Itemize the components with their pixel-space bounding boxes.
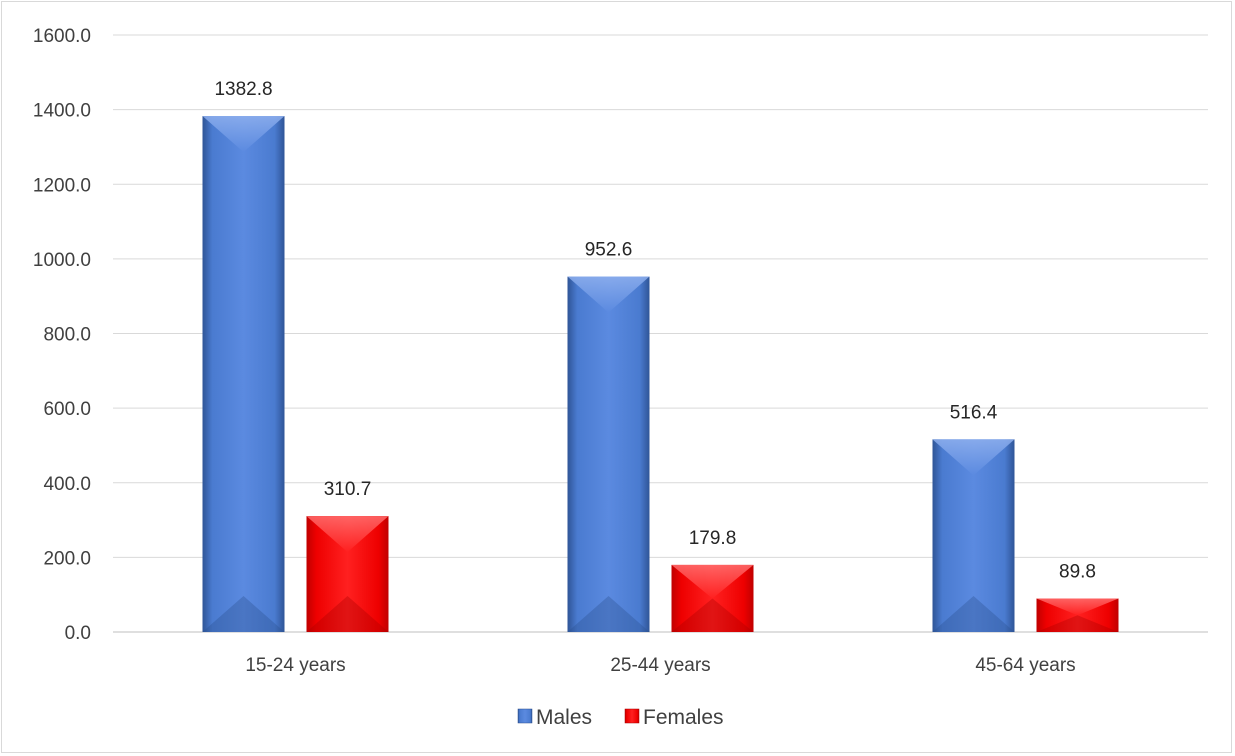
data-label: 179.8 xyxy=(689,528,737,549)
bar-bevel-top xyxy=(567,276,650,313)
bar-males-2 xyxy=(567,276,650,632)
bar-males-1 xyxy=(202,116,285,633)
bar-males-3 xyxy=(932,439,1015,632)
y-tick-label: 200.0 xyxy=(43,548,91,569)
x-tick-label: 25-44 years xyxy=(610,655,710,676)
data-label: 1382.8 xyxy=(214,79,272,100)
bar-body xyxy=(567,276,650,632)
bar-bevel-top xyxy=(1036,598,1119,616)
data-label: 952.6 xyxy=(585,240,633,261)
legend-label: Females xyxy=(643,706,724,729)
bar-body xyxy=(202,116,285,633)
data-label: 89.8 xyxy=(1059,561,1096,582)
bar-females-3 xyxy=(1036,598,1119,632)
y-tick-label: 1600.0 xyxy=(33,26,91,47)
legend: Males Females xyxy=(517,706,724,729)
bar-bevel-bottom xyxy=(202,596,285,632)
legend-swatch xyxy=(517,708,533,724)
y-tick-label: 1400.0 xyxy=(33,101,91,122)
y-axis: 0.0 200.0 400.0 600.0 800.0 1000.0 1200.0 1400.… xyxy=(33,26,91,644)
y-tick-label: 400.0 xyxy=(43,474,91,495)
y-tick-label: 800.0 xyxy=(43,325,91,346)
y-tick-label: 1200.0 xyxy=(33,175,91,196)
legend-label: Males xyxy=(536,706,592,729)
x-axis: 15-24 years 25-44 years 45-64 years xyxy=(245,655,1075,676)
bar-bevel-bottom xyxy=(567,596,650,632)
bar-bevel-top xyxy=(932,439,1015,476)
bar-females-1 xyxy=(306,516,389,632)
legend-swatch xyxy=(624,708,640,724)
data-label: 310.7 xyxy=(324,479,372,500)
y-tick-label: 0.0 xyxy=(65,623,91,644)
data-labels: 1382.8 310.7 952.6 179.8 516.4 89.8 xyxy=(214,79,1096,582)
bar-females-2 xyxy=(671,564,754,632)
bars xyxy=(202,116,1119,633)
data-label: 516.4 xyxy=(950,402,998,423)
y-tick-label: 600.0 xyxy=(43,399,91,420)
x-tick-label: 45-64 years xyxy=(975,655,1075,676)
bar-bevel-bottom xyxy=(671,598,754,632)
y-tick-label: 1000.0 xyxy=(33,250,91,271)
bar-bevel-bottom xyxy=(306,596,389,632)
bar-bevel-top xyxy=(202,116,285,153)
bar-bevel-bottom xyxy=(932,596,1015,632)
x-tick-label: 15-24 years xyxy=(245,655,345,676)
bar-bevel-bottom xyxy=(1036,615,1119,632)
gridlines xyxy=(113,34,1208,633)
bar-bevel-top xyxy=(671,564,754,599)
legend-item-males: Males xyxy=(517,706,592,729)
legend-item-females: Females xyxy=(624,706,724,729)
bar-bevel-top xyxy=(306,516,389,553)
